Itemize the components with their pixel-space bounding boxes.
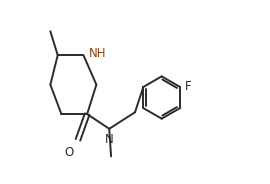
Text: N: N <box>105 133 114 146</box>
Text: O: O <box>64 146 73 159</box>
Text: NH: NH <box>89 47 106 60</box>
Text: F: F <box>185 79 191 93</box>
